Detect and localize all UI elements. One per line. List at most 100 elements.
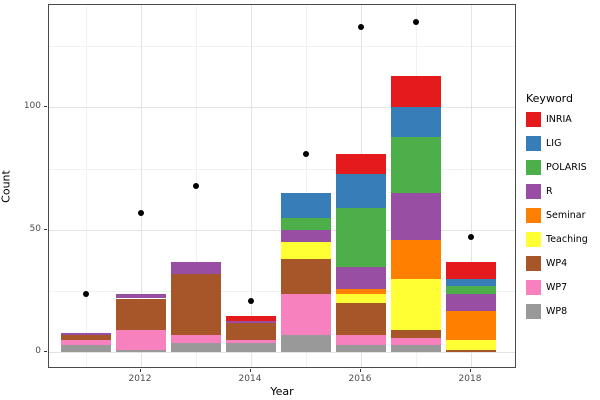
legend-items: INRIA LIG POLARIS R Seminar Teaching WP4 WP7 WP8 [526, 112, 588, 319]
bar-2015-r [281, 229, 331, 243]
bar-2014-wp4 [226, 323, 276, 341]
legend-label-wp4: WP4 [546, 258, 568, 269]
bar-2018-lig [446, 278, 496, 287]
bar-2015-teaching [281, 242, 331, 260]
bar-2018-r [446, 293, 496, 311]
legend-item-wp8: WP8 [526, 304, 588, 319]
legend-item-inria: INRIA [526, 112, 588, 127]
bar-2011-r [61, 332, 111, 336]
bar-2015-wp8 [281, 335, 331, 353]
bar-2014-wp8 [226, 342, 276, 353]
x-axis-tick-2018 [470, 369, 471, 372]
legend-item-seminar: Seminar [526, 208, 588, 223]
bar-2018-inria [446, 261, 496, 279]
y-axis-tick-100 [44, 106, 47, 108]
bar-2017-polaris [391, 136, 441, 194]
legend-label-seminar: Seminar [546, 210, 586, 221]
bar-2011-wp8 [61, 345, 111, 353]
gridline-y-minor-125 [49, 46, 515, 48]
gridline-x-2018 [471, 5, 472, 367]
legend-item-r: R [526, 184, 588, 199]
bar-2016-inria [336, 153, 386, 174]
gridline-y-major-100 [49, 107, 515, 109]
bar-2017-wp4 [391, 330, 441, 338]
point-2012 [138, 209, 144, 216]
bar-2016-seminar [336, 288, 386, 294]
legend-key-inria-swatch [526, 112, 541, 127]
point-2017 [413, 18, 419, 25]
legend-item-teaching: Teaching [526, 232, 588, 247]
y-axis-tick-0 [44, 351, 47, 353]
y-tick-label-50: 50 [29, 223, 41, 234]
bar-2017-r [391, 193, 441, 240]
legend-key-wp8-swatch [526, 304, 541, 319]
bar-2018-teaching [446, 340, 496, 350]
bar-2018-seminar [446, 310, 496, 341]
y-axis-title: Count [0, 170, 13, 203]
legend-label-teaching: Teaching [546, 234, 588, 245]
gridline-x-2014 [251, 5, 252, 367]
legend-key-lig-swatch [526, 136, 541, 151]
legend-item-wp4: WP4 [526, 256, 588, 271]
legend-key-teaching-swatch [526, 232, 541, 247]
gridline-y-minor-75 [49, 168, 515, 170]
legend-key-wp4-swatch [526, 256, 541, 271]
bar-2016-teaching [336, 293, 386, 304]
legend-item-polaris: POLARIS [526, 160, 588, 175]
y-axis-tick-50 [44, 228, 47, 230]
legend-label-lig: LIG [546, 138, 562, 149]
bar-2015-wp7 [281, 293, 331, 336]
bar-2016-wp8 [336, 345, 386, 353]
bar-2011-wp7 [61, 340, 111, 346]
bar-2015-wp4 [281, 259, 331, 294]
bar-2018-wp4 [446, 349, 496, 353]
x-axis-title: Year [270, 385, 294, 398]
x-tick-label-2016: 2016 [348, 374, 372, 384]
point-2018 [468, 234, 474, 241]
bar-2017-wp8 [391, 345, 441, 353]
gridline-x-2012 [141, 5, 142, 367]
bar-2017-seminar [391, 239, 441, 279]
legend-label-inria: INRIA [546, 114, 572, 125]
x-tick-label-2012: 2012 [128, 374, 152, 384]
bar-2012-wp8 [116, 349, 166, 353]
bar-2013-r [171, 261, 221, 274]
legend: Keyword INRIA LIG POLARIS R Seminar Teaching W… [526, 92, 588, 328]
bar-2015-lig [281, 193, 331, 218]
plot-panel [48, 4, 516, 368]
x-tick-label-2018: 2018 [458, 374, 482, 384]
legend-key-polaris-swatch [526, 160, 541, 175]
bar-2015-polaris [281, 217, 331, 230]
point-2015 [303, 150, 309, 157]
gridline-y-major-0 [49, 352, 515, 354]
legend-item-wp7: WP7 [526, 280, 588, 295]
legend-label-polaris: POLARIS [546, 162, 587, 173]
bar-2011-wp4 [61, 335, 111, 341]
x-axis-tick-2014 [250, 369, 251, 372]
bar-2018-polaris [446, 286, 496, 294]
bar-2013-wp4 [171, 274, 221, 336]
x-tick-label-2014: 2014 [238, 374, 262, 384]
bar-2016-lig [336, 173, 386, 208]
bar-2012-wp4 [116, 298, 166, 331]
bar-2016-polaris [336, 207, 386, 267]
bar-2013-wp7 [171, 335, 221, 343]
bar-2014-inria [226, 315, 276, 321]
point-2013 [193, 182, 199, 189]
bar-2016-r [336, 266, 386, 289]
legend-label-r: R [546, 186, 553, 197]
bar-2016-wp7 [336, 335, 386, 346]
point-2014 [248, 297, 254, 304]
legend-item-lig: LIG [526, 136, 588, 151]
bar-2014-r [226, 320, 276, 323]
legend-label-wp8: WP8 [546, 306, 568, 317]
bar-2017-inria [391, 75, 441, 108]
legend-label-wp7: WP7 [546, 282, 568, 293]
point-2011 [83, 290, 89, 297]
bar-2017-lig [391, 107, 441, 137]
bar-2017-wp7 [391, 337, 441, 346]
gridline-x-2011 [86, 5, 87, 367]
x-axis-tick-2012 [140, 369, 141, 372]
bar-2012-wp7 [116, 330, 166, 350]
gridline-x-2015 [306, 5, 307, 367]
